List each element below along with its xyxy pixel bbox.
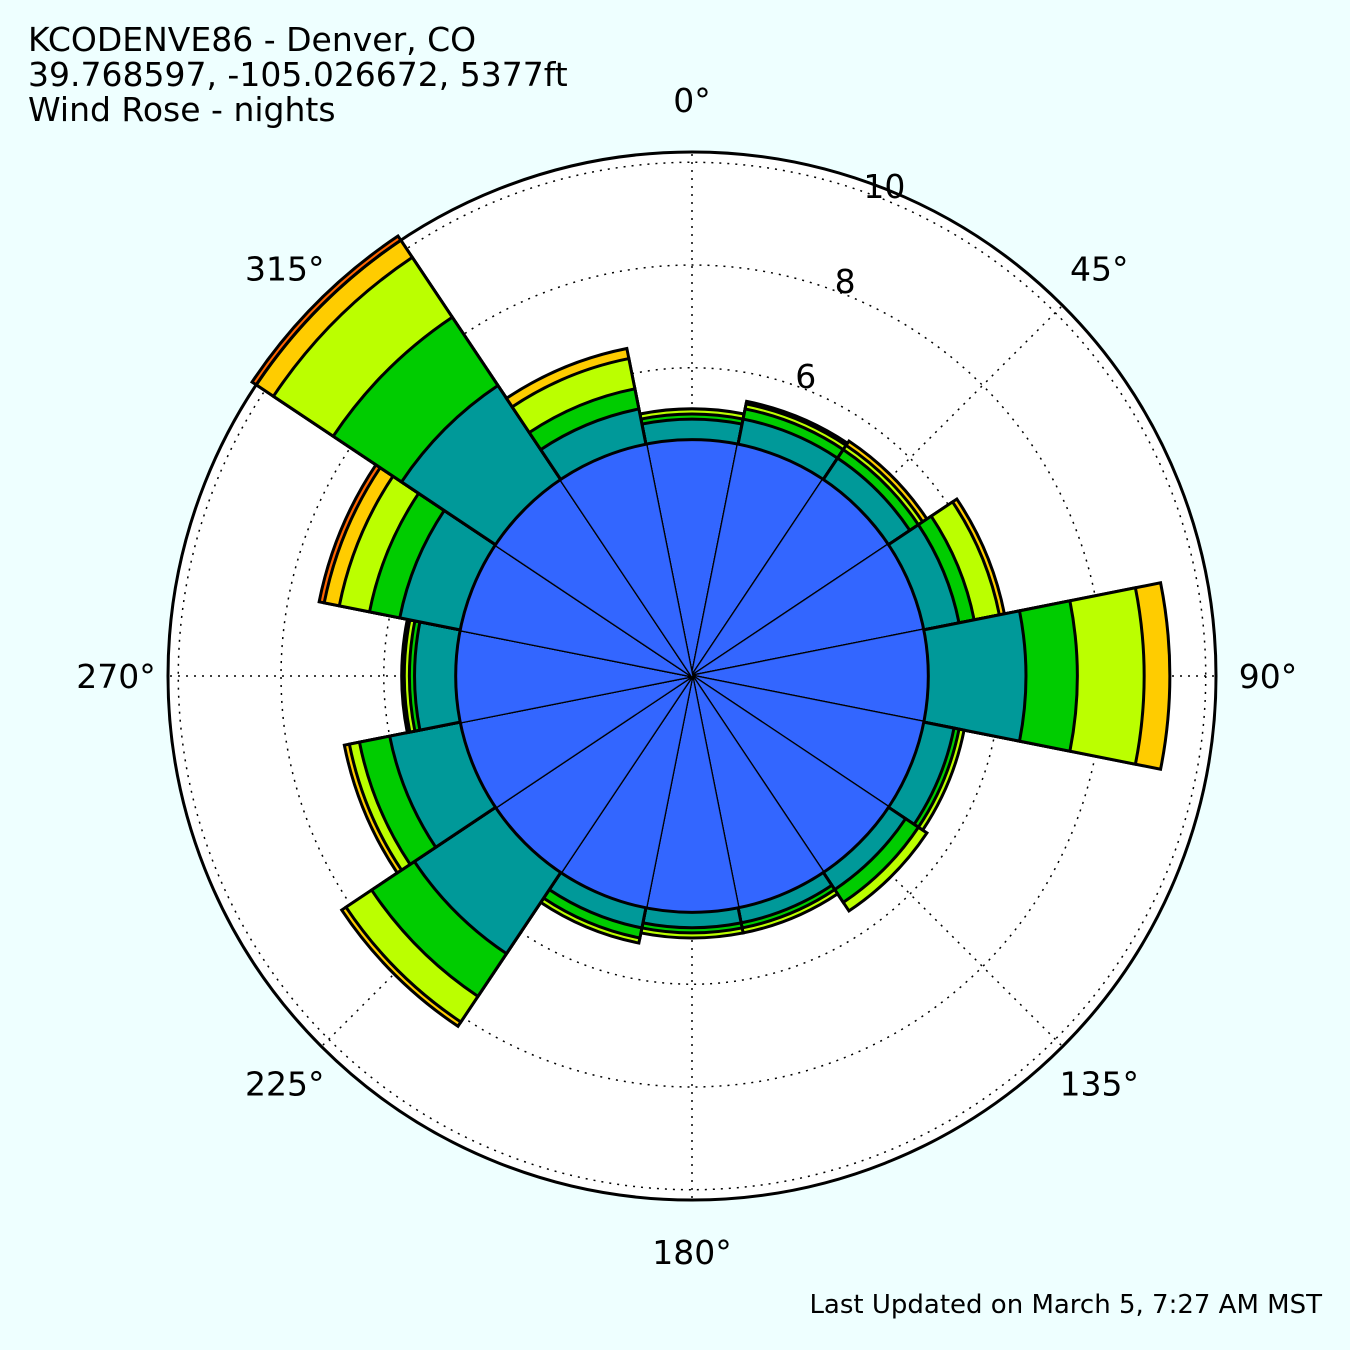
chart-header: KCODENVE86 - Denver, CO 39.768597, -105.… <box>28 22 568 127</box>
polar-frame <box>166 150 1218 1202</box>
angle-tick-label: 180° <box>652 1233 732 1272</box>
angle-tick-label: 270° <box>76 657 156 696</box>
angle-tick-label: 45° <box>1070 250 1129 289</box>
angle-tick-label: 90° <box>1239 657 1298 696</box>
last-updated-text: Last Updated on March 5, 7:27 AM MST <box>809 1290 1322 1320</box>
radial-tick-label: 10 <box>863 167 905 206</box>
radial-tick-label: 8 <box>835 262 856 301</box>
angle-tick-label: 135° <box>1060 1064 1140 1103</box>
station-location: 39.768597, -105.026672, 5377ft <box>28 55 568 94</box>
angle-tick-label: 315° <box>245 250 325 289</box>
angle-tick-label: 0° <box>673 81 711 120</box>
radial-tick-label: 6 <box>795 357 816 396</box>
station-title: KCODENVE86 - Denver, CO <box>28 20 477 59</box>
core-outline <box>454 438 930 914</box>
chart-subtitle: Wind Rose - nights <box>28 90 336 129</box>
angle-tick-label: 225° <box>245 1064 325 1103</box>
